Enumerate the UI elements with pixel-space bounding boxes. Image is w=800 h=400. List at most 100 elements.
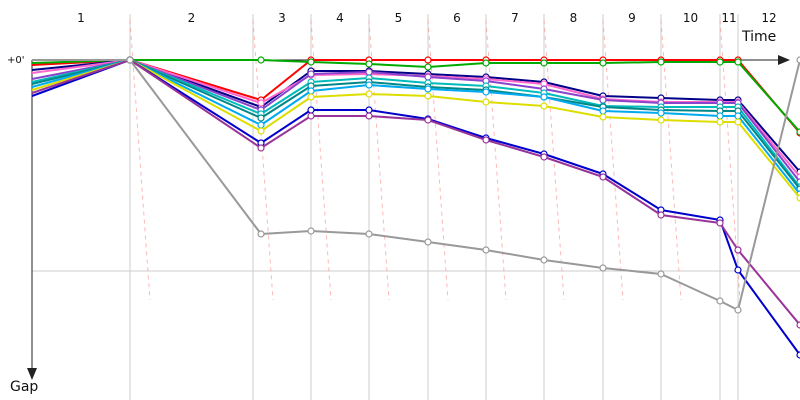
series-point — [307, 93, 315, 101]
pit-dash-line — [310, 19, 332, 301]
series-point — [365, 90, 373, 98]
series-point — [482, 59, 490, 67]
series-point — [599, 59, 607, 67]
series-point — [716, 112, 724, 120]
lap-label: 4 — [336, 11, 344, 25]
series-line — [31, 59, 800, 199]
series-point — [796, 351, 800, 359]
lap-label: 12 — [761, 11, 776, 25]
series-point — [257, 127, 265, 135]
x-axis-arrow-icon — [778, 55, 790, 65]
series-point — [716, 297, 724, 305]
lap-label: 11 — [721, 11, 736, 25]
pit-dash-line — [602, 19, 624, 301]
zero-gap-label: +0' — [7, 55, 25, 66]
lap-label: 6 — [453, 11, 461, 25]
lap-label: 1 — [77, 11, 85, 25]
lap-label: 3 — [278, 11, 286, 25]
series-layer — [31, 56, 800, 359]
series-point — [307, 112, 315, 120]
series-point — [734, 246, 742, 254]
series-line — [31, 59, 800, 356]
series-point — [424, 73, 432, 81]
series-point — [482, 246, 490, 254]
series-point — [540, 93, 548, 101]
series-point — [307, 70, 315, 78]
series-point — [126, 56, 134, 64]
series-point — [365, 68, 373, 76]
series-point — [307, 58, 315, 66]
series-point — [540, 153, 548, 161]
x-axis-label: Time — [741, 29, 776, 45]
series-point — [716, 58, 724, 66]
pit-dash-line — [543, 19, 565, 301]
lap-labels: 1 2 3 4 5 6 7 8 9 10 11 12 — [77, 11, 776, 25]
series-point — [424, 92, 432, 100]
series-point — [599, 264, 607, 272]
series-point — [307, 87, 315, 95]
series-point — [424, 85, 432, 93]
series-point — [424, 56, 432, 64]
series-point — [482, 88, 490, 96]
series-point — [734, 118, 742, 126]
series-point — [365, 112, 373, 120]
series-point — [257, 144, 265, 152]
series-point — [796, 194, 800, 202]
series-point — [599, 107, 607, 115]
pit-dash-line — [660, 19, 682, 301]
series-point — [540, 59, 548, 67]
series-point — [424, 116, 432, 124]
series-line — [32, 59, 800, 311]
series-point — [365, 230, 373, 238]
lap-label: 9 — [628, 11, 636, 25]
series-point — [424, 63, 432, 71]
series-point — [540, 102, 548, 110]
series-point — [365, 60, 373, 68]
series-point — [657, 270, 665, 278]
series-point — [424, 238, 432, 246]
series-point — [716, 219, 724, 227]
series-line — [31, 59, 800, 188]
series-line — [31, 59, 800, 190]
series-point — [734, 306, 742, 314]
y-axis-arrow-icon — [27, 368, 37, 380]
series-point — [482, 98, 490, 106]
series-point — [796, 321, 800, 329]
series-point — [657, 58, 665, 66]
series-point — [482, 136, 490, 144]
series-point — [307, 227, 315, 235]
lap-label: 8 — [570, 11, 578, 25]
series-point — [796, 128, 800, 136]
lap-label: 2 — [188, 11, 196, 25]
series-point — [257, 56, 265, 64]
series-point — [365, 106, 373, 114]
series-point — [257, 99, 265, 107]
pit-dash-line — [368, 19, 390, 301]
series-point — [257, 114, 265, 122]
lap-label: 5 — [395, 11, 403, 25]
lap-label: 10 — [683, 11, 698, 25]
series-point — [257, 121, 265, 129]
pit-dash-line — [252, 19, 274, 301]
series-point — [540, 256, 548, 264]
series-point — [657, 116, 665, 124]
series-point — [307, 106, 315, 114]
series-point — [257, 230, 265, 238]
pit-dash-line — [129, 19, 151, 301]
series-point — [734, 266, 742, 274]
series-point — [716, 118, 724, 126]
y-axis-label: Gap — [10, 379, 38, 395]
series-point — [599, 173, 607, 181]
series-point — [734, 58, 742, 66]
series-line — [31, 59, 800, 195]
lap-label: 7 — [511, 11, 519, 25]
series-point — [734, 112, 742, 120]
series-point — [365, 81, 373, 89]
series-point — [796, 56, 800, 64]
series-point — [599, 96, 607, 104]
series-point — [657, 109, 665, 117]
pit-dash-line — [427, 19, 449, 301]
series-point — [599, 113, 607, 121]
